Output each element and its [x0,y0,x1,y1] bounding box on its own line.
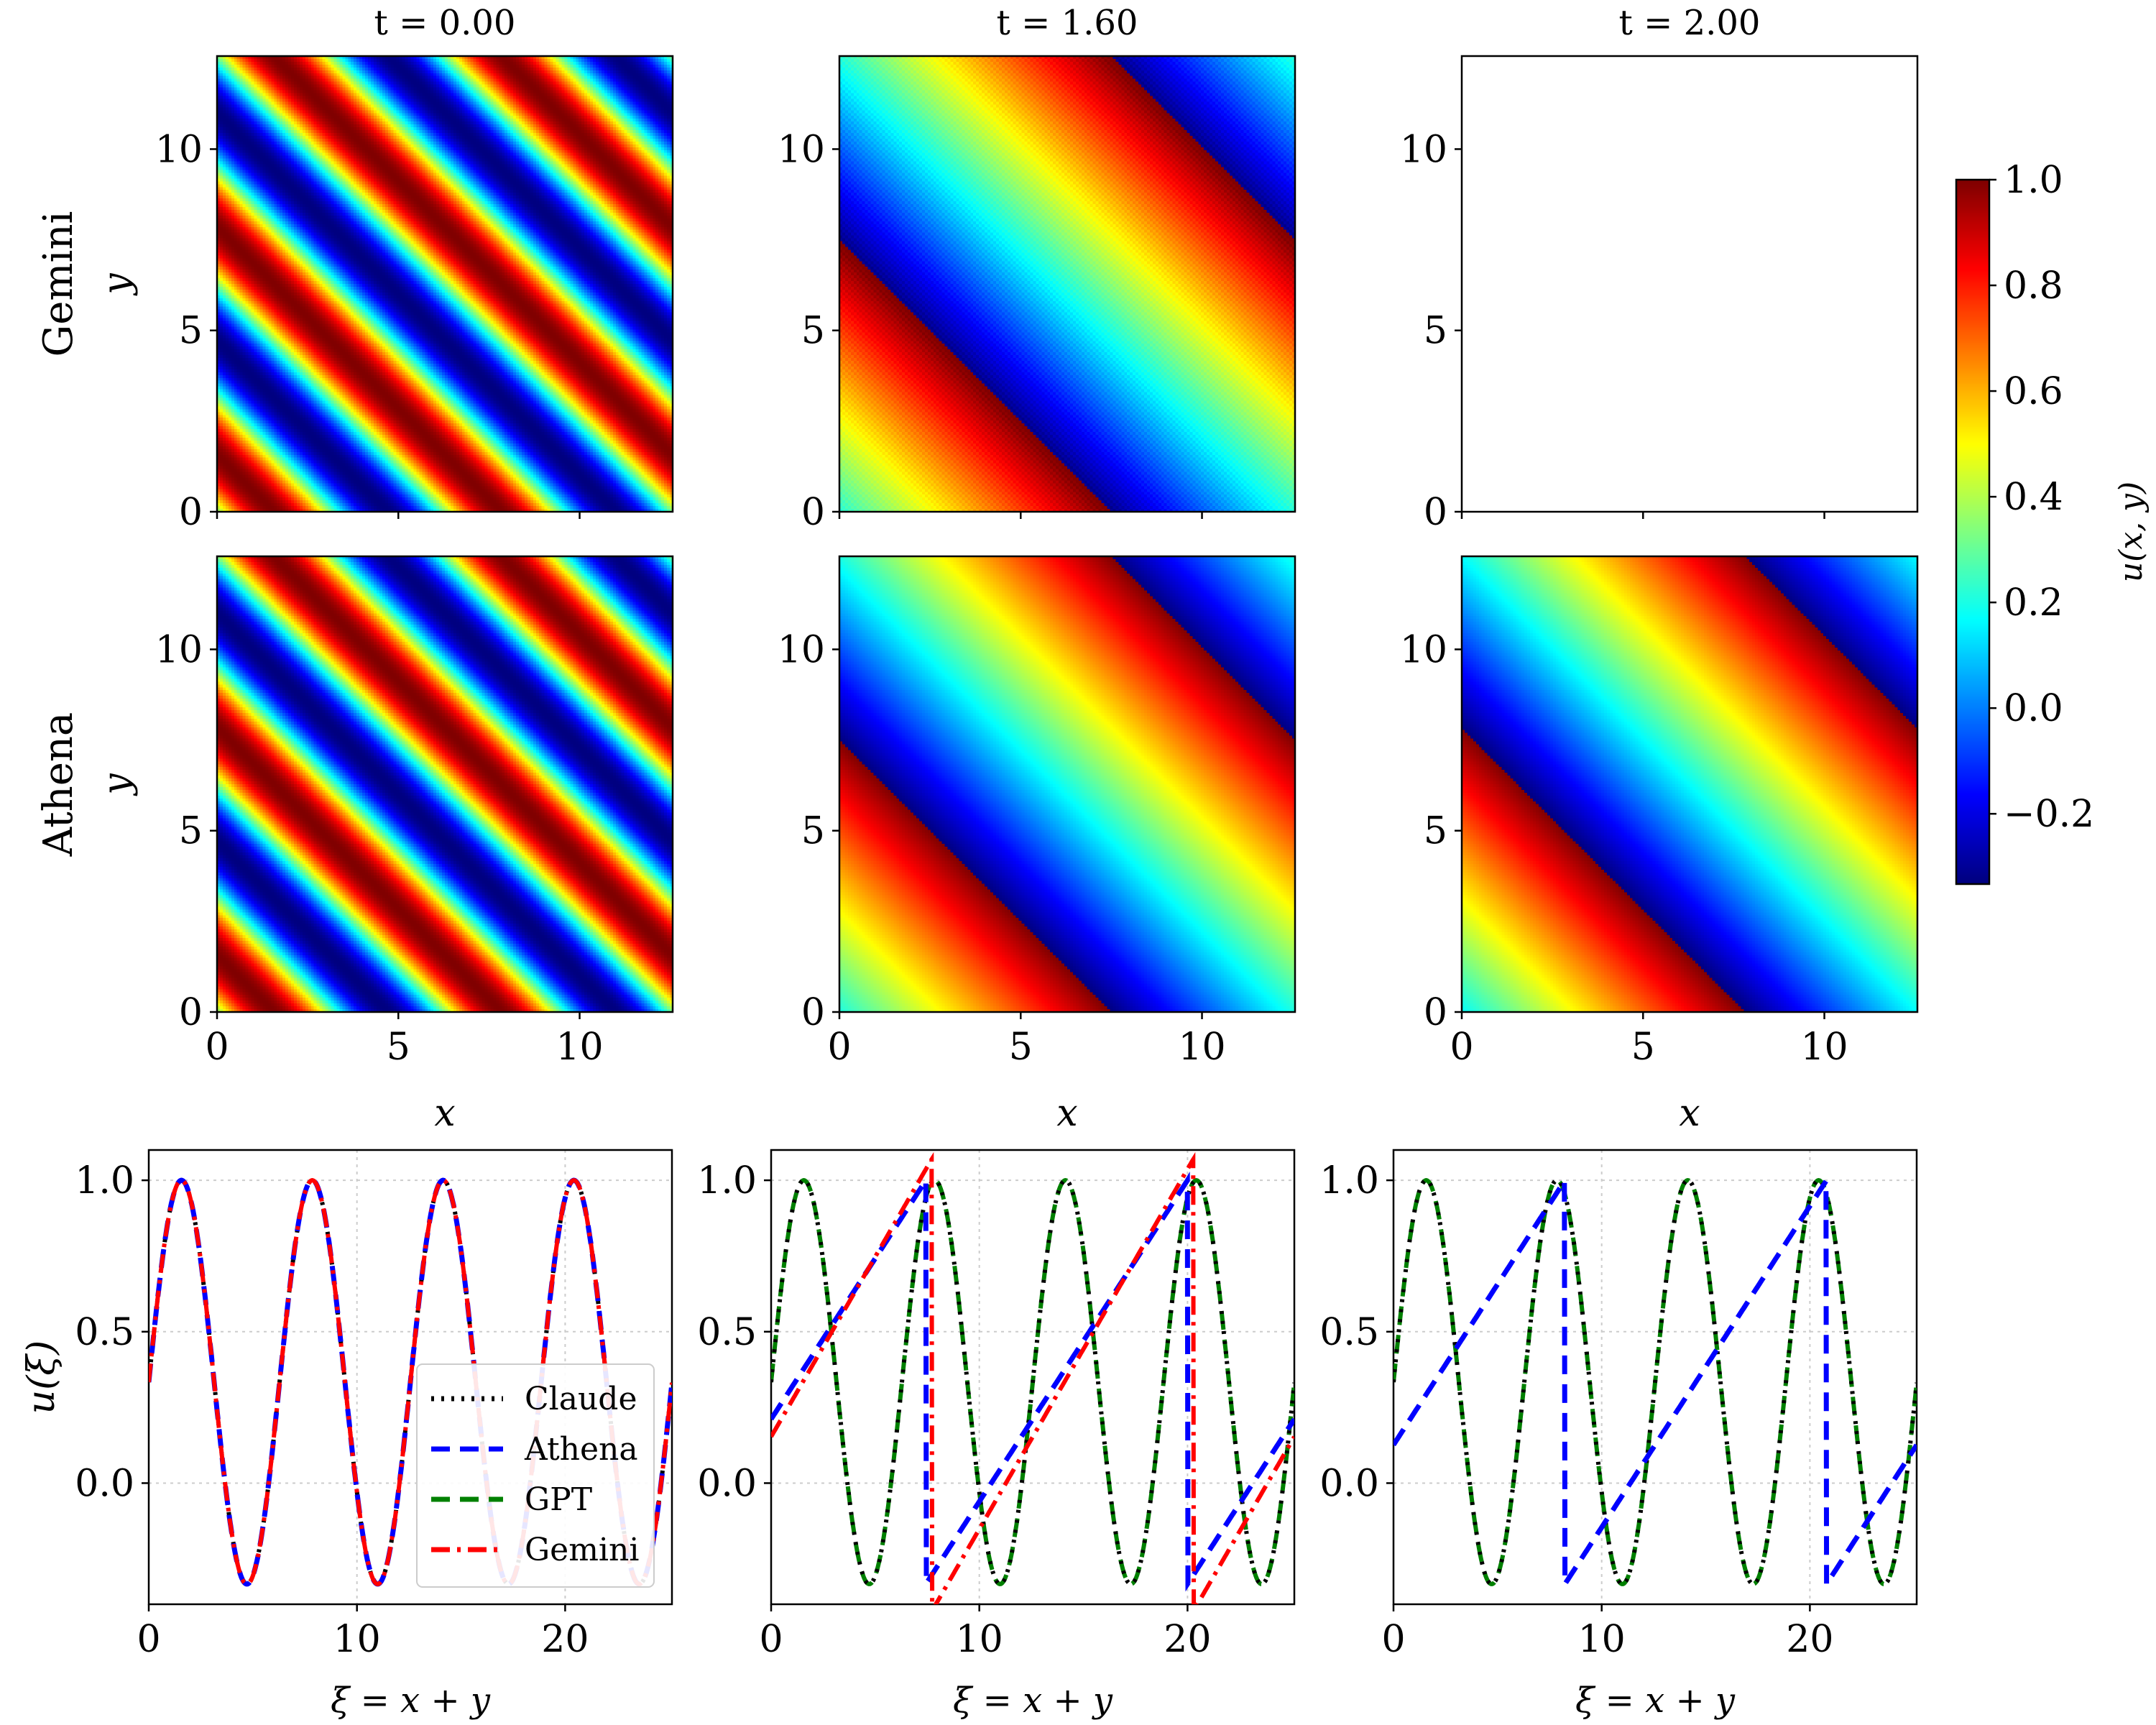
colorbar-label: u(x, y) [2113,482,2150,582]
colorbar-tick-label: 1.0 [2004,159,2063,202]
x-axis-label: ξ = x + y [1575,1680,1736,1721]
x-tick-label: 10 [333,1618,381,1661]
line-panel-0 [149,1177,672,1587]
colorbar-tick-label: −0.2 [2004,793,2094,836]
heatmap-frame [1460,55,1919,513]
column-title: t = 0.00 [374,3,516,43]
y-axis-label: u(ξ) [20,1340,63,1414]
y-axis-label: y [96,273,139,296]
colorbar-tick-label: 0.4 [2004,476,2063,519]
x-tick-label: 10 [956,1618,1003,1661]
colorbar-frame [1955,178,1991,886]
x-tick-label: 10 [1578,1618,1626,1661]
y-tick-label: 10 [155,128,203,171]
legend-label-claude: Claude [525,1381,637,1417]
x-tick-label: 10 [1178,1026,1225,1069]
y-tick-label: 10 [778,628,825,671]
y-tick-label: 0 [801,991,825,1034]
y-tick-label: 0.5 [1319,1311,1379,1354]
heatmap-athena-t200 [1462,556,1917,1012]
series-athena-line [1393,1172,1917,1593]
heatmap-frame [838,555,1296,1013]
row-label: Athena [35,712,82,857]
column-title: t = 2.00 [1619,3,1761,43]
y-tick-label: 10 [1400,628,1447,671]
colorbar-tick-label: 0.0 [2004,687,2063,730]
heatmap-athena-t0 [217,556,673,1012]
y-tick-label: 1.0 [697,1159,757,1202]
y-tick-label: 1.0 [1319,1159,1379,1202]
y-tick-label: 5 [801,310,825,353]
y-tick-label: 10 [1400,128,1447,171]
y-tick-label: 0.0 [75,1462,134,1505]
line-panel-2 [1393,1172,1917,1593]
x-tick-label: 5 [387,1026,410,1069]
x-axis-label: ξ = x + y [331,1680,491,1721]
heatmap-gemini-t0 [217,56,673,512]
x-axis-label: x [1679,1092,1700,1135]
x-tick-label: 5 [1009,1026,1033,1069]
y-tick-label: 0 [801,491,825,534]
y-tick-label: 5 [179,310,203,353]
y-tick-label: 0.0 [1319,1462,1379,1505]
heatmap-frame [838,55,1296,513]
series-gemini-line [771,1151,1294,1604]
x-tick-label: 0 [1450,1026,1473,1069]
series-claude-line [1393,1178,1917,1586]
x-axis-label: ξ = x + y [953,1680,1113,1721]
y-tick-label: 10 [778,128,825,171]
row-label: Gemini [35,211,82,357]
x-tick-label: 0 [759,1618,783,1661]
series-gemini-line [149,1178,672,1586]
x-tick-label: 20 [1786,1618,1833,1661]
y-tick-label: 10 [155,628,203,671]
heatmap-gemini-t160 [839,56,1295,512]
x-tick-label: 0 [137,1618,160,1661]
x-axis-label: x [434,1092,455,1135]
y-tick-label: 5 [801,810,825,853]
x-axis-label: x [1056,1092,1077,1135]
legend-label-gpt: GPT [525,1481,592,1518]
legend-label-athena: Athena [524,1431,638,1468]
y-tick-label: 0.5 [75,1311,134,1354]
y-tick-label: 0 [179,491,203,534]
y-tick-label: 5 [1424,810,1447,853]
y-tick-label: 0 [1424,491,1447,534]
series-claude-line [771,1178,1294,1586]
heatmap-frame [216,55,674,513]
colorbar-tick-label: 0.2 [2004,581,2063,625]
y-tick-label: 1.0 [75,1159,134,1202]
x-tick-label: 0 [827,1026,851,1069]
legend-box [416,1363,655,1588]
x-tick-label: 0 [1381,1618,1405,1661]
line-panel-1 [771,1151,1294,1604]
legend-label-gemini: Gemini [525,1532,639,1568]
y-tick-label: 5 [179,810,203,853]
x-tick-label: 10 [556,1026,603,1069]
y-tick-label: 0 [179,991,203,1034]
x-tick-label: 0 [205,1026,229,1069]
colorbar-tick-label: 0.8 [2004,264,2063,308]
colorbar [1956,180,1989,884]
y-axis-label: y [96,773,139,796]
heatmap-athena-t160 [839,556,1295,1012]
colorbar-tick-label: 0.6 [2004,370,2063,413]
heatmap-gemini-t200 [1462,56,1917,512]
heatmap-frame [216,555,674,1013]
x-tick-label: 20 [1164,1618,1211,1661]
y-tick-label: 0.0 [697,1462,757,1505]
heatmap-frame [1460,555,1919,1013]
y-tick-label: 0.5 [697,1311,757,1354]
x-tick-label: 20 [541,1618,589,1661]
x-tick-label: 10 [1800,1026,1848,1069]
x-tick-label: 5 [1631,1026,1655,1069]
y-tick-label: 0 [1424,991,1447,1034]
column-title: t = 1.60 [997,3,1138,43]
y-tick-label: 5 [1424,310,1447,353]
